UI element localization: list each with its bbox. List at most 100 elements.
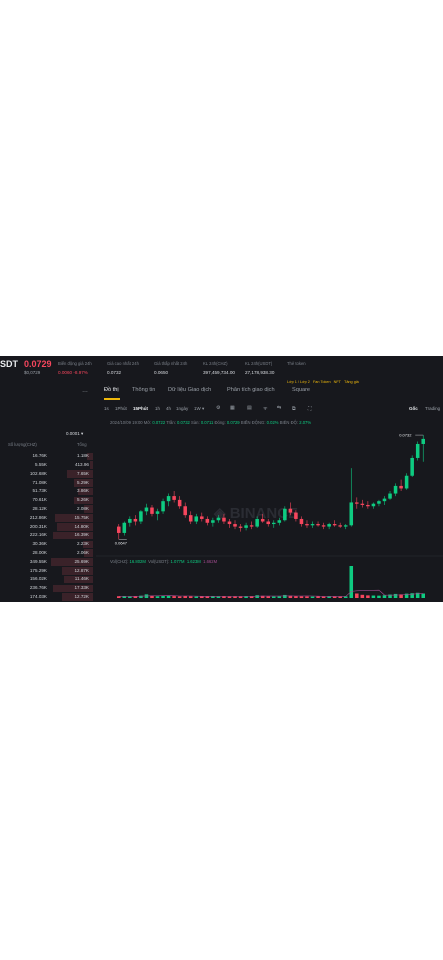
volume-bar <box>399 594 403 598</box>
ask-row[interactable]: 102.68K 7.65K <box>0 470 93 479</box>
candle-body <box>305 524 309 526</box>
stat-value-change: 0.0060 -8.97% <box>58 370 88 375</box>
tab-chart[interactable]: Đồ thị <box>104 387 119 393</box>
tag-fan-token[interactable]: Fan Token <box>312 380 331 384</box>
volume-bar <box>244 596 248 598</box>
candle-body <box>166 496 171 502</box>
col-total: Tổng <box>77 442 87 447</box>
tf-1h[interactable]: 1h <box>155 406 161 411</box>
candle-body <box>128 518 132 523</box>
tf-15m[interactable]: 15Phút <box>133 406 149 411</box>
tag-nft[interactable]: NFT <box>333 380 341 384</box>
volume-bar <box>238 596 243 598</box>
volume-bar <box>166 595 171 598</box>
candle-body <box>277 520 282 523</box>
ask-total: 5.29K <box>76 479 89 485</box>
volume-bar <box>188 596 193 598</box>
volume-bar <box>216 596 221 598</box>
volume-bar <box>172 596 176 598</box>
ask-row[interactable]: 70.61K 5.26K <box>0 496 93 505</box>
ask-row[interactable]: 212.86K 15.75K <box>0 514 93 523</box>
ask-row[interactable]: 200.31K 14.80K <box>0 522 93 531</box>
candle-body <box>260 518 265 522</box>
tag-gainer[interactable]: Tăng giá <box>344 380 359 384</box>
ask-total: 11.46K <box>74 576 89 582</box>
volume-bar <box>377 595 381 598</box>
stat-label-vol-base: KL 24h(CHZ) <box>203 361 228 366</box>
settings-icon[interactable]: ⚙ <box>216 406 221 411</box>
volume-bar <box>366 595 370 598</box>
ask-row[interactable]: 349.55K 25.69K <box>0 558 93 567</box>
low-value: 0.0711 <box>200 420 214 425</box>
ask-row[interactable]: 5.55K 413.96 <box>0 461 93 470</box>
ask-total: 12.87K <box>74 567 89 573</box>
tab-trading-data[interactable]: Dữ liệu Giao dịch <box>168 387 212 393</box>
tag-layer[interactable]: Lớp 1 / Lớp 2 <box>287 380 310 384</box>
candle-body <box>183 506 187 516</box>
ask-amount: 175.29K <box>29 567 47 573</box>
tab-analysis[interactable]: Phân tích giao dịch <box>227 387 275 393</box>
volume-bar <box>271 596 276 598</box>
pair-symbol[interactable]: SDT <box>0 359 18 369</box>
tf-1w[interactable]: 1W ▾ <box>194 406 205 411</box>
ask-row[interactable]: 28.00K 2.06K <box>0 549 93 558</box>
ask-total: 3.86K <box>76 488 89 494</box>
ask-row[interactable]: 222.16K 16.39K <box>0 531 93 540</box>
ask-row[interactable]: 174.03K 12.72K <box>0 593 93 602</box>
candle-body <box>233 524 237 527</box>
candle-body <box>421 438 426 444</box>
token-tags: Lớp 1 / Lớp 2 Fan Token NFT Tăng giá <box>287 370 362 388</box>
fullscreen-icon[interactable]: ⛶ <box>308 407 312 412</box>
tf-1s[interactable]: 1s <box>104 406 109 411</box>
candle-body <box>172 496 176 500</box>
amplitude-label: BIÊN ĐỘ <box>279 420 297 425</box>
candle-body <box>349 502 354 526</box>
tab-square[interactable]: Square <box>292 387 311 393</box>
drawing-icon[interactable]: ᯤ <box>263 407 268 412</box>
ask-amount: 236.76K <box>29 585 47 591</box>
ask-row[interactable]: 51.73K 3.86K <box>0 487 93 496</box>
candle-body <box>283 508 287 521</box>
ask-row[interactable]: 28.12K 2.08K <box>0 505 93 514</box>
ask-row[interactable]: 175.29K 12.87K <box>0 566 93 575</box>
depth-bar <box>53 531 93 540</box>
ask-row[interactable]: 156.02K 11.46K <box>0 575 93 584</box>
tf-4h[interactable]: 4h <box>166 406 172 411</box>
candlestick-chart[interactable]: ◈ BINANCE 0.0732 0.0647 <box>96 380 443 602</box>
ask-amount: 102.68K <box>29 470 47 476</box>
stat-label-high: Giá cao nhất 24h <box>107 361 139 366</box>
volume-bar <box>360 594 365 598</box>
volume-bar <box>338 596 342 598</box>
tab-info[interactable]: Thông tin <box>132 387 156 393</box>
tf-1m[interactable]: 1Phút <box>115 406 127 411</box>
candle-body <box>266 521 271 525</box>
ohlc-readout: 2024/10/09 19:00 Mở: 0.0722 Trần: 0.0732… <box>110 420 312 425</box>
candle-body <box>316 524 320 526</box>
indicator-icon[interactable]: ▦ <box>230 406 235 411</box>
precision-select[interactable]: 0.0001 ▾ <box>66 431 84 436</box>
stat-label-vol-quote: KL 24h(USDT) <box>245 361 273 366</box>
candle-body <box>366 504 370 507</box>
volume-bar <box>277 596 282 598</box>
mode-trading[interactable]: Trading <box>425 406 441 411</box>
ask-amount: 200.31K <box>29 523 47 529</box>
depth-bar <box>63 575 93 584</box>
candle-body <box>299 518 304 525</box>
more-icon[interactable]: … <box>82 388 88 394</box>
compare-icon[interactable]: ⇆ <box>277 406 282 411</box>
tf-1d[interactable]: 1ngày <box>176 406 189 411</box>
ask-amount: 5.55K <box>34 461 47 467</box>
layout-icon[interactable]: ▤ <box>247 406 252 411</box>
mode-original[interactable]: Gốc <box>409 406 418 411</box>
ask-row[interactable]: 71.08K 5.29K <box>0 478 93 487</box>
grid-icon[interactable]: ⧉ <box>292 407 296 412</box>
close-value: 0.0729 <box>226 420 240 425</box>
candle-body <box>399 485 403 489</box>
ask-row[interactable]: 236.76K 17.33K <box>0 584 93 593</box>
depth-bar <box>66 470 93 478</box>
candle-body <box>338 525 342 527</box>
candle-body <box>227 521 232 525</box>
ask-row[interactable]: 16.76K 1.18K <box>0 452 93 461</box>
candle-body <box>371 503 376 507</box>
ask-row[interactable]: 30.36K 2.23K <box>0 540 93 549</box>
